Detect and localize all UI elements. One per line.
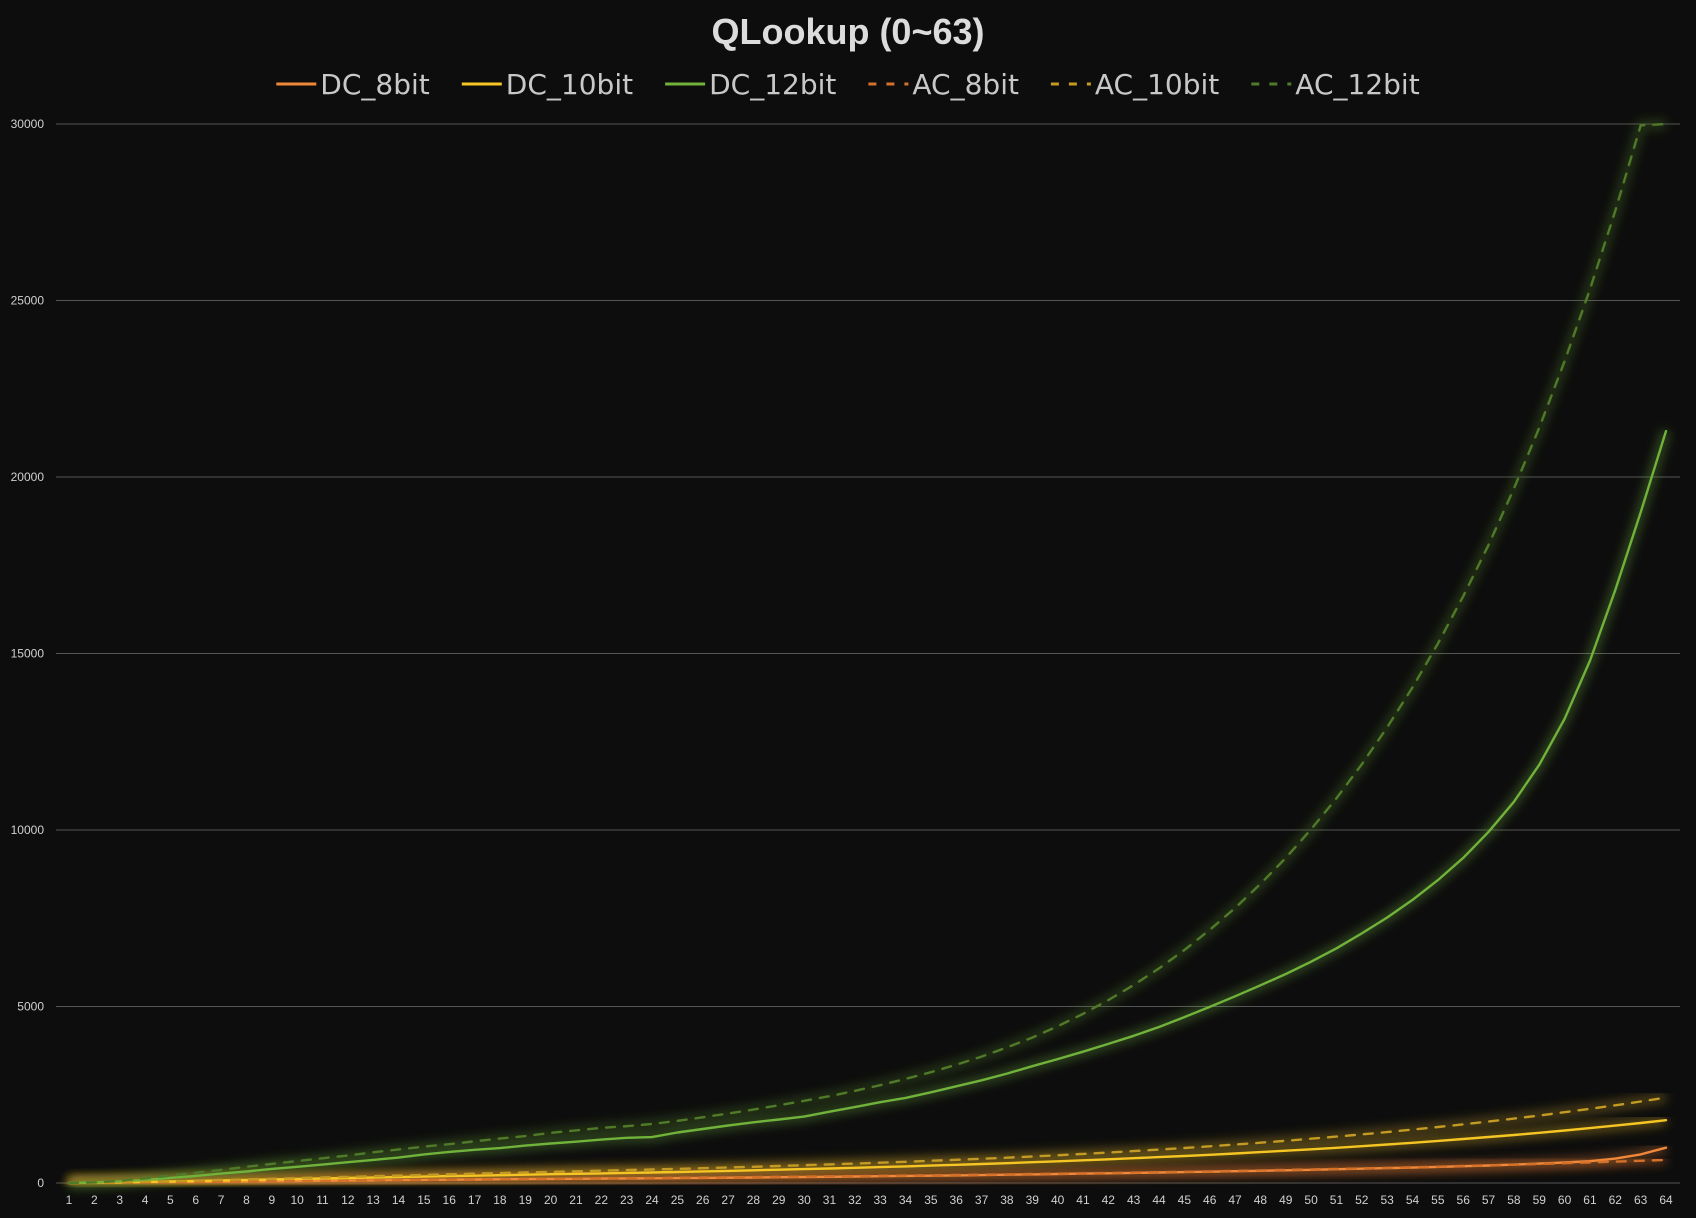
x-tick-label: 59 <box>1533 1193 1547 1207</box>
x-tick-label: 23 <box>620 1193 634 1207</box>
legend-label: AC_8bit <box>912 68 1019 101</box>
x-tick-label: 30 <box>797 1193 811 1207</box>
x-tick-label: 6 <box>192 1193 199 1207</box>
x-tick-label: 20 <box>544 1193 558 1207</box>
x-tick-label: 62 <box>1609 1193 1623 1207</box>
legend-item-AC_8bit: AC_8bit <box>868 68 1019 101</box>
x-tick-label: 25 <box>671 1193 685 1207</box>
x-tick-label: 32 <box>848 1193 862 1207</box>
x-tick-label: 46 <box>1203 1193 1217 1207</box>
x-tick-label: 53 <box>1380 1193 1394 1207</box>
x-tick-label: 4 <box>142 1193 149 1207</box>
x-tick-label: 16 <box>443 1193 457 1207</box>
x-tick-label: 18 <box>493 1193 507 1207</box>
x-tick-label: 26 <box>696 1193 710 1207</box>
x-tick-label: 10 <box>290 1193 304 1207</box>
y-tick-label: 5000 <box>17 1000 44 1014</box>
x-tick-label: 54 <box>1406 1193 1420 1207</box>
x-tick-label: 15 <box>417 1193 431 1207</box>
x-tick-label: 48 <box>1254 1193 1268 1207</box>
x-tick-label: 5 <box>167 1193 174 1207</box>
x-tick-label: 37 <box>975 1193 989 1207</box>
x-tick-label: 40 <box>1051 1193 1065 1207</box>
x-tick-label: 39 <box>1026 1193 1040 1207</box>
series-line-DC_10bit <box>67 1118 1668 1185</box>
x-tick-label: 63 <box>1634 1193 1648 1207</box>
x-tick-label: 28 <box>747 1193 761 1207</box>
series-line-AC_10bit <box>67 1096 1668 1185</box>
legend-item-AC_12bit: AC_12bit <box>1251 68 1420 101</box>
legend-item-AC_10bit: AC_10bit <box>1050 68 1219 101</box>
y-tick-label: 25000 <box>11 294 45 308</box>
x-tick-label: 8 <box>243 1193 250 1207</box>
x-tick-label: 22 <box>595 1193 609 1207</box>
x-tick-label: 17 <box>468 1193 482 1207</box>
x-tick-label: 3 <box>116 1193 123 1207</box>
x-tick-label: 9 <box>268 1193 275 1207</box>
x-tick-label: 43 <box>1127 1193 1141 1207</box>
x-tick-label: 56 <box>1457 1193 1471 1207</box>
x-tick-label: 1 <box>66 1193 73 1207</box>
legend-item-DC_10bit: DC_10bit <box>461 68 633 101</box>
x-tick-label: 61 <box>1583 1193 1597 1207</box>
series-line-AC_8bit <box>67 1158 1668 1185</box>
x-tick-label: 55 <box>1431 1193 1445 1207</box>
legend-label: DC_12bit <box>709 68 836 101</box>
x-tick-label: 41 <box>1076 1193 1090 1207</box>
legend-label: AC_10bit <box>1095 68 1219 101</box>
legend-label: DC_8bit <box>320 68 429 101</box>
chart-title: QLookup (0~63) <box>711 11 984 52</box>
x-tick-label: 51 <box>1330 1193 1344 1207</box>
legend-label: DC_10bit <box>506 68 633 101</box>
x-tick-label: 44 <box>1152 1193 1166 1207</box>
x-tick-label: 47 <box>1228 1193 1242 1207</box>
legend-item-DC_8bit: DC_8bit <box>276 68 430 101</box>
y-tick-label: 0 <box>37 1176 44 1190</box>
x-tick-label: 27 <box>721 1193 735 1207</box>
series-glow-DC_12bit <box>68 429 1671 1188</box>
y-axis: 0 5000 10000 15000 20000 25000 30000 <box>11 117 45 1190</box>
legend: DC_8bit DC_10bit DC_12bit AC_8bit AC_10bit AC… <box>276 68 1420 101</box>
y-tick-label: 15000 <box>11 647 45 661</box>
legend-item-DC_12bit: DC_12bit <box>665 68 836 101</box>
x-tick-label: 64 <box>1659 1193 1673 1207</box>
x-tick-label: 24 <box>645 1193 659 1207</box>
x-tick-label: 42 <box>1102 1193 1116 1207</box>
x-tick-label: 38 <box>1000 1193 1014 1207</box>
y-tick-label: 20000 <box>11 470 45 484</box>
x-tick-label: 50 <box>1304 1193 1318 1207</box>
x-tick-label: 49 <box>1279 1193 1293 1207</box>
x-tick-label: 2 <box>91 1193 98 1207</box>
x-tick-label: 31 <box>823 1193 837 1207</box>
y-tick-label: 30000 <box>11 117 45 131</box>
x-tick-label: 19 <box>519 1193 533 1207</box>
x-tick-label: 60 <box>1558 1193 1572 1207</box>
x-tick-label: 11 <box>316 1193 329 1207</box>
x-tick-label: 57 <box>1482 1193 1496 1207</box>
x-tick-label: 36 <box>950 1193 964 1207</box>
x-axis: 1 2 3 4 5 6 7 8 9 10 11 12 13 14 15 16 17 18 19 20 21 22 23 24 2… <box>66 1193 1673 1207</box>
x-tick-label: 12 <box>341 1193 355 1207</box>
x-tick-label: 7 <box>218 1193 225 1207</box>
series-lines <box>67 122 1668 1185</box>
series-line-AC_12bit <box>67 122 1668 1185</box>
x-tick-label: 13 <box>367 1193 381 1207</box>
x-tick-label: 45 <box>1178 1193 1192 1207</box>
x-tick-label: 33 <box>873 1193 887 1207</box>
x-tick-label: 34 <box>899 1193 913 1207</box>
legend-label: AC_12bit <box>1295 68 1419 101</box>
x-tick-label: 29 <box>772 1193 786 1207</box>
x-tick-label: 14 <box>392 1193 406 1207</box>
series-line-DC_12bit <box>67 429 1668 1185</box>
x-tick-label: 52 <box>1355 1193 1369 1207</box>
x-tick-label: 35 <box>924 1193 938 1207</box>
y-tick-label: 10000 <box>11 823 45 837</box>
x-tick-label: 21 <box>569 1193 583 1207</box>
x-tick-label: 58 <box>1507 1193 1521 1207</box>
